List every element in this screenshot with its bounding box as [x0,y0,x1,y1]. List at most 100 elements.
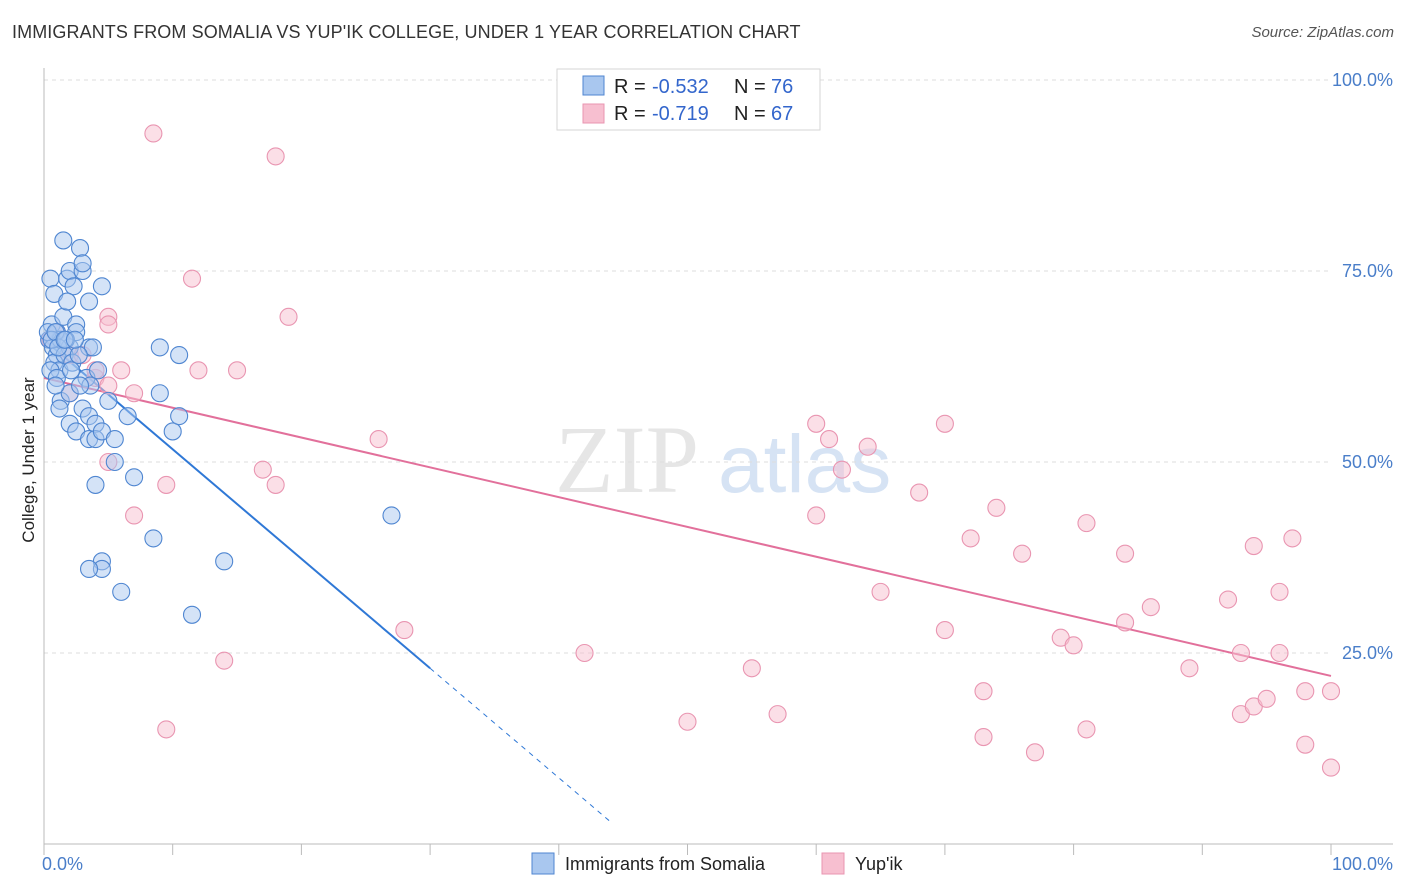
yupik-point [395,621,414,640]
yupik-point [1270,643,1289,663]
yupik-point [279,307,298,326]
watermark-zip: ZIP [555,406,699,513]
yupik-trendline [43,376,1332,677]
yupik-point [1025,743,1045,762]
yupik-point [1296,682,1315,701]
yupik-point [1296,735,1315,754]
somalia-point [105,430,124,449]
yupik-point [99,376,118,395]
chart-title: IMMIGRANTS FROM SOMALIA VS YUP'IK COLLEG… [12,22,801,42]
yupik-point [1180,659,1199,678]
legend-top: R = -0.532 N = 76 R = -0.719 N = 67 [556,68,821,131]
yupik-point [961,529,980,548]
y-tick-label: 75.0% [1342,261,1393,281]
yupik-point [125,506,144,525]
yupik-point [1141,598,1160,617]
yupik-point [935,414,954,433]
yupik-point [1013,544,1032,563]
legend-n-label-1: N = [734,76,766,98]
bottom-legend-yupik: Yup'ik [855,854,903,874]
legend-n-label-2: N = [734,103,766,125]
bottom-legend-swatch-somalia [531,852,555,875]
yupik-point [1218,590,1238,609]
yupik-point [1283,529,1302,548]
somalia-point [61,361,81,380]
somalia-point [73,254,92,273]
yupik-point [253,460,272,479]
axes [43,68,1393,855]
yupik-point [125,384,144,403]
somalia-point [125,468,144,487]
yupik-point [910,483,929,502]
somalia-point [170,407,189,426]
yupik-point [807,506,826,525]
somalia-point [58,292,77,311]
legend-n-value-2: 67 [771,103,793,125]
source-label: Source: ZipAtlas.com [1251,24,1394,41]
yupik-point [266,475,285,494]
somalia-point [163,422,182,441]
somalia-trendline-extension [429,667,611,822]
somalia-point [382,506,401,525]
yupik-point [768,705,787,724]
yupik-point [99,315,118,334]
somalia-point [79,559,99,579]
somalia-point [41,269,60,288]
yupik-point [1077,514,1096,533]
yupik-point [1116,613,1135,632]
y-tick-label: 100.0% [1332,70,1393,90]
yupik-point [871,582,890,601]
yupik-point [157,475,176,494]
yupik-point [228,361,247,380]
somalia-point [99,391,118,410]
yupik-point [935,621,954,640]
yupik-point [858,437,877,456]
somalia-point [83,338,102,357]
y-tick-label: 50.0% [1342,452,1393,472]
y-axis-label: College, Under 1 year [19,377,38,543]
y-tick-label: 25.0% [1342,643,1393,663]
yupik-point [987,498,1006,517]
bottom-legend-somalia: Immigrants from Somalia [565,854,766,874]
yupik-point [144,124,163,143]
somalia-point [118,407,137,426]
somalia-point [170,345,189,365]
yupik-point [1116,544,1135,563]
somalia-point [86,475,105,494]
yupik-point [820,430,839,449]
somalia-point [105,452,124,472]
yupik-point [1257,689,1276,708]
yupik-point [832,460,851,479]
legend-swatch-yupik [582,103,605,124]
somalia-point [64,277,83,296]
somalia-point [50,399,69,418]
yupik-point [807,414,826,433]
somalia-point [70,239,90,258]
somalia-point [65,330,84,349]
legend-bottom: Immigrants from Somalia Yup'ik [531,852,903,875]
yupik-point [266,147,285,166]
somalia-point [215,552,234,571]
yupik-point [182,269,202,288]
tick-labels: 100.0% 75.0% 50.0% 25.0% 0.0% 100.0% [42,70,1393,874]
yupik-point [112,361,131,380]
somalia-point [69,345,88,365]
somalia-point [150,384,169,403]
legend-n-value-1: 76 [771,76,793,98]
somalia-point [46,376,65,395]
somalia-point [89,361,108,380]
yupik-point [1077,720,1096,739]
x-tick-label-left: 0.0% [42,854,83,874]
yupik-point [742,659,761,678]
yupik-point [157,720,176,739]
legend-r-label-2: R = [614,103,646,125]
yupik-point [369,430,388,449]
legend-r-value-2: -0.719 [652,103,709,125]
yupik-point [1321,758,1341,777]
legend-r-label-1: R = [614,76,646,98]
bottom-legend-swatch-yupik [821,852,845,875]
somalia-point [92,277,111,296]
yupik-point [575,643,594,663]
yupik-point [1321,682,1341,701]
